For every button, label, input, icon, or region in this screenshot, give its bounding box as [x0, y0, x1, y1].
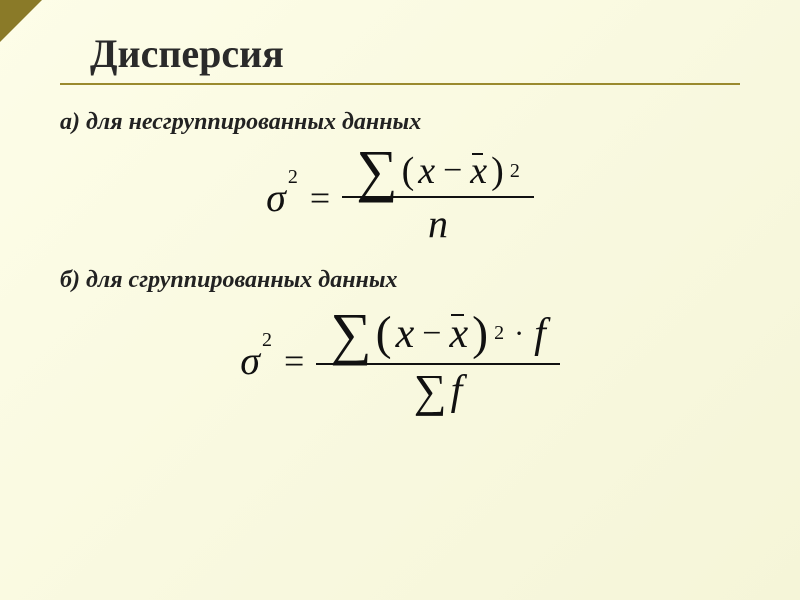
formula-2: σ2 = ∑ ( x − x ) 2 · f ∑ f [60, 304, 740, 417]
formula-1: σ2 = ∑ ( x − x ) 2 n [60, 146, 740, 249]
corner-accent [0, 0, 42, 42]
sigma-squared: σ2 [240, 337, 272, 384]
equals-sign: = [284, 340, 304, 382]
sum-icon: ∑ [356, 148, 397, 194]
rparen: ) [472, 306, 488, 361]
var-f: f [451, 367, 463, 415]
page-title: Дисперсия [90, 30, 740, 77]
section-b-heading: б) для сгруппированных данных [60, 267, 740, 294]
sum-icon: ∑ [330, 311, 371, 357]
lparen: ( [376, 306, 392, 361]
exponent-2: 2 [494, 322, 504, 345]
exponent-2: 2 [262, 329, 272, 352]
equals-sign: = [310, 177, 330, 219]
slide-body: Дисперсия а) для несгруппированных данны… [0, 0, 800, 455]
denominator: n [414, 198, 462, 249]
multiply-dot: · [514, 317, 524, 351]
fraction: ∑ ( x − x ) 2 n [342, 146, 534, 249]
sum-icon: ∑ [414, 373, 447, 410]
numerator: ∑ ( x − x ) 2 · f [316, 304, 560, 363]
title-underline [60, 83, 740, 85]
exponent-2: 2 [510, 160, 520, 183]
exponent-2: 2 [288, 166, 298, 189]
sigma-squared: σ2 [266, 174, 298, 221]
lparen: ( [402, 149, 415, 193]
section-a-heading: а) для несгруппированных данных [60, 109, 740, 136]
minus-sign: − [443, 152, 462, 190]
minus-sign: − [422, 315, 441, 353]
fraction: ∑ ( x − x ) 2 · f ∑ f [316, 304, 560, 417]
sigma-symbol: σ [266, 174, 286, 221]
var-x: x [418, 149, 435, 193]
var-xbar: x [470, 149, 487, 193]
denominator: ∑ f [400, 365, 476, 417]
var-x: x [396, 310, 415, 358]
rparen: ) [491, 149, 504, 193]
var-f: f [534, 310, 546, 358]
numerator: ∑ ( x − x ) 2 [342, 146, 534, 196]
var-n: n [428, 200, 448, 247]
sigma-symbol: σ [240, 337, 260, 384]
var-xbar: x [449, 310, 468, 358]
